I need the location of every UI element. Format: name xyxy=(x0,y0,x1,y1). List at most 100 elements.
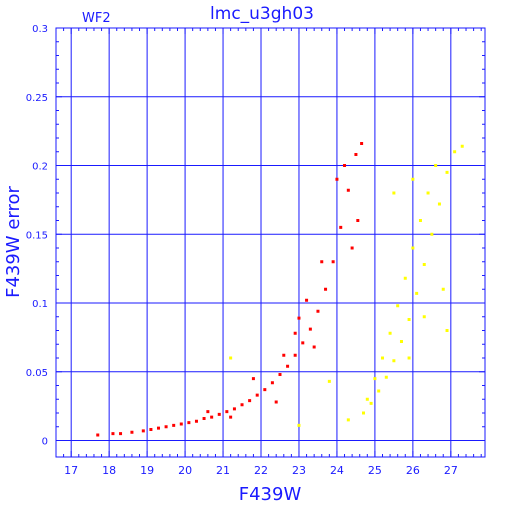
data-point xyxy=(411,246,415,250)
data-point xyxy=(403,276,407,280)
x-tick-label: 27 xyxy=(444,464,458,477)
data-point xyxy=(430,232,434,236)
data-point xyxy=(388,331,392,335)
data-point xyxy=(278,373,282,376)
data-point xyxy=(407,356,411,360)
data-point xyxy=(202,417,206,420)
data-point xyxy=(229,356,233,360)
data-point xyxy=(384,375,388,379)
data-point xyxy=(453,150,457,154)
data-point xyxy=(415,291,419,295)
data-point xyxy=(380,356,384,360)
data-point xyxy=(445,329,449,332)
data-point xyxy=(441,287,445,291)
data-point xyxy=(210,415,214,419)
x-axis-label: F439W xyxy=(239,484,302,505)
data-point xyxy=(377,389,381,393)
x-tick-label: 19 xyxy=(140,464,154,477)
x-tick-label: 24 xyxy=(330,464,344,477)
data-point xyxy=(248,399,252,403)
axis-ticks: 17 18 19 20 21 22 23 24 25 26 27 0 0.05 0.1 0.15 0.2 0.2… xyxy=(26,24,485,477)
data-point xyxy=(445,170,449,174)
data-point xyxy=(396,304,400,308)
data-point xyxy=(225,410,229,414)
data-points xyxy=(96,142,464,437)
y-tick-label: 0.3 xyxy=(32,24,48,35)
data-point xyxy=(392,359,396,363)
chart-title: lmc_u3gh03 xyxy=(210,4,314,24)
y-tick-label: 0.15 xyxy=(26,230,48,241)
data-point xyxy=(301,341,305,345)
data-point xyxy=(343,164,347,167)
data-point xyxy=(320,260,324,264)
data-point xyxy=(426,191,430,195)
x-tick-label: 17 xyxy=(64,464,78,477)
data-point xyxy=(356,219,360,222)
data-point xyxy=(312,345,316,349)
data-point xyxy=(365,397,369,401)
data-point xyxy=(96,433,100,437)
data-point xyxy=(172,423,176,427)
data-point xyxy=(407,318,411,321)
data-point xyxy=(251,377,255,381)
data-point xyxy=(392,191,396,195)
data-point xyxy=(255,393,259,397)
data-point xyxy=(111,432,115,436)
data-point xyxy=(293,331,297,335)
data-point xyxy=(232,407,236,411)
data-point xyxy=(274,400,278,404)
data-point xyxy=(164,425,168,429)
data-point xyxy=(346,418,350,422)
data-point xyxy=(229,415,233,419)
data-point xyxy=(149,428,153,431)
data-point xyxy=(179,422,183,426)
data-point xyxy=(437,202,441,206)
data-point xyxy=(362,411,366,415)
x-tick-label: 18 xyxy=(102,464,116,477)
x-tick-label: 21 xyxy=(216,464,230,477)
data-point xyxy=(399,340,403,343)
data-point xyxy=(350,246,354,250)
data-point xyxy=(282,353,286,357)
data-point xyxy=(354,153,358,156)
data-point xyxy=(240,403,244,407)
data-point xyxy=(293,353,297,357)
data-point xyxy=(373,377,377,381)
data-point xyxy=(141,429,145,433)
data-point xyxy=(411,177,415,181)
data-point xyxy=(286,364,290,368)
data-point xyxy=(335,177,339,181)
plot-frame xyxy=(55,27,486,458)
data-point xyxy=(263,388,267,392)
data-point xyxy=(270,381,274,385)
x-tick-label: 23 xyxy=(292,464,306,477)
data-point xyxy=(346,188,350,192)
data-point xyxy=(217,412,221,416)
y-tick-label: 0.1 xyxy=(32,299,48,310)
data-point xyxy=(187,421,191,425)
data-point xyxy=(130,430,134,434)
data-point xyxy=(297,423,301,427)
data-point xyxy=(194,419,198,423)
data-point xyxy=(305,298,309,302)
y-tick-label: 0.2 xyxy=(32,162,48,173)
data-point xyxy=(316,309,320,313)
grid-lines xyxy=(56,27,485,457)
data-point xyxy=(418,219,422,222)
data-point xyxy=(308,327,312,331)
data-point xyxy=(327,379,331,383)
panel-label: WF2 xyxy=(82,11,111,26)
x-tick-label: 22 xyxy=(254,464,268,477)
x-tick-label: 25 xyxy=(368,464,382,477)
data-point xyxy=(460,144,464,148)
data-point xyxy=(119,432,123,436)
x-tick-label: 20 xyxy=(178,464,192,477)
data-point xyxy=(422,315,426,319)
data-point xyxy=(331,260,335,264)
data-point xyxy=(206,410,210,414)
data-point xyxy=(339,225,343,229)
data-point xyxy=(297,316,301,320)
data-point xyxy=(422,263,426,266)
data-point xyxy=(324,287,328,291)
